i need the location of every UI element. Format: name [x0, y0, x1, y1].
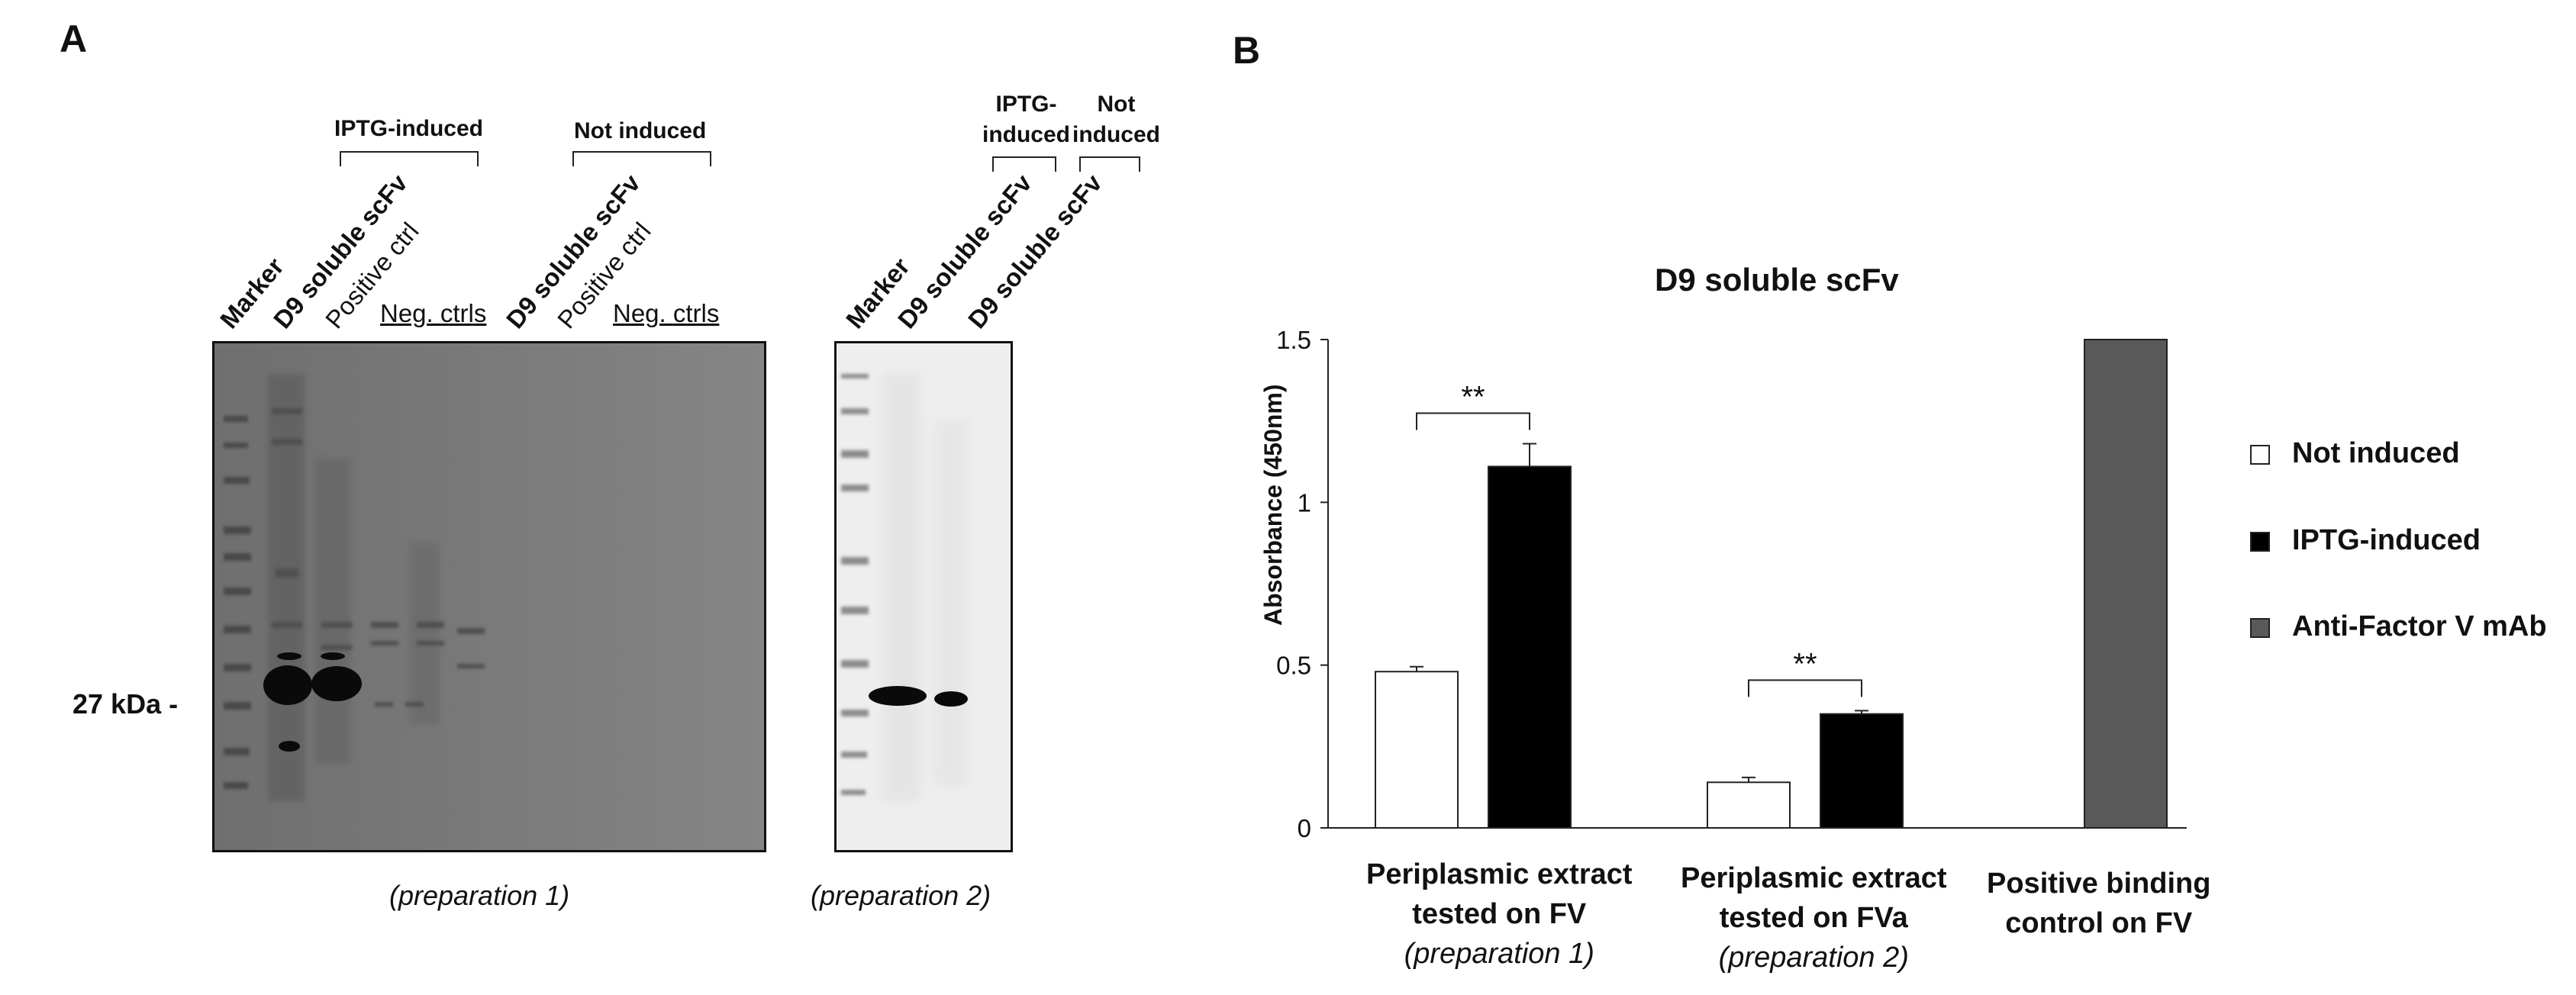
- group-label-not-induced-2-line1: Not: [1097, 92, 1136, 117]
- lane-label-neg-ctrls-not-induced: Neg. ctrls: [613, 299, 720, 327]
- group-label-iptg-induced-2-line2: induced: [982, 122, 1071, 147]
- category-label-1: Periplasmic extract tested on FV (prepar…: [1366, 855, 1633, 974]
- legend-label-not-induced: Not induced: [2292, 437, 2460, 469]
- chart-title: D9 soluble scFv: [1655, 262, 1899, 298]
- group-label-not-induced: Not induced: [574, 118, 707, 143]
- western-blot-image-1: [212, 341, 766, 852]
- significance-label: **: [1461, 381, 1485, 414]
- group-label-iptg-induced-2: IPTG- induced: [982, 89, 1070, 150]
- significance-bracket: [1748, 679, 1862, 697]
- lane-label-neg-ctrls-induced: Neg. ctrls: [380, 299, 487, 327]
- bracket-not-induced-2: [1079, 156, 1140, 172]
- bracket-iptg-induced-2: [992, 156, 1056, 172]
- legend-label-iptg-induced: IPTG-induced: [2292, 524, 2481, 556]
- bar-chart: 0 0.5 1 1.5 ** **: [1276, 326, 2187, 842]
- group-label-not-induced-2: Not induced: [1072, 89, 1160, 150]
- legend-swatch-anti-factor-v: [2250, 618, 2270, 638]
- bracket-iptg-induced: [340, 151, 479, 166]
- bar-iptg-induced: [1820, 713, 1904, 829]
- category-label-2: Periplasmic extract tested on FVa (prepa…: [1681, 858, 1947, 977]
- category-label-1-line2: tested on FV: [1412, 898, 1587, 930]
- caption-preparation-1: (preparation 1): [389, 880, 570, 911]
- category-label-1-line1: Periplasmic extract: [1366, 858, 1633, 890]
- category-label-2-line3: (preparation 2): [1718, 942, 1909, 974]
- lane-label-d9-not-induced-2: D9 soluble scFv: [962, 169, 1107, 334]
- bar-anti-factor-v-mab: [2084, 339, 2168, 829]
- significance-label: **: [1793, 647, 1817, 681]
- y-tick-label: 1.5: [1276, 326, 1311, 354]
- legend-swatch-not-induced: [2250, 445, 2270, 465]
- category-label-2-line1: Periplasmic extract: [1681, 862, 1947, 894]
- molecular-weight-label: 27 kDa -: [73, 688, 179, 720]
- bar-not-induced: [1375, 671, 1459, 829]
- panel-a-letter: A: [60, 18, 88, 60]
- y-tick-label: 0.5: [1276, 652, 1311, 680]
- bar-iptg-induced: [1488, 465, 1572, 829]
- panel-b-letter: B: [1233, 29, 1261, 72]
- y-tick-label: 1: [1298, 488, 1311, 517]
- group-label-not-induced-2-line2: induced: [1072, 122, 1161, 147]
- significance-bracket: [1416, 412, 1530, 430]
- category-label-2-line2: tested on FVa: [1719, 902, 1908, 934]
- group-label-iptg-induced-2-line1: IPTG-: [995, 92, 1057, 117]
- group-label-iptg-induced: IPTG-induced: [334, 116, 483, 141]
- bar-not-induced: [1707, 781, 1791, 829]
- category-label-3-line1: Positive binding: [1987, 868, 2211, 900]
- legend-swatch-iptg-induced: [2250, 532, 2270, 552]
- category-label-3: Positive binding control on FV: [1987, 864, 2210, 943]
- category-label-3-line2: control on FV: [2005, 907, 2193, 939]
- bracket-not-induced: [572, 151, 711, 166]
- y-tick-label: 0: [1298, 814, 1311, 842]
- category-label-1-line3: (preparation 1): [1404, 938, 1594, 970]
- western-blot-image-2: [834, 341, 1013, 852]
- legend-label-anti-factor-v: Anti-Factor V mAb: [2292, 610, 2547, 642]
- caption-preparation-2: (preparation 2): [811, 880, 991, 911]
